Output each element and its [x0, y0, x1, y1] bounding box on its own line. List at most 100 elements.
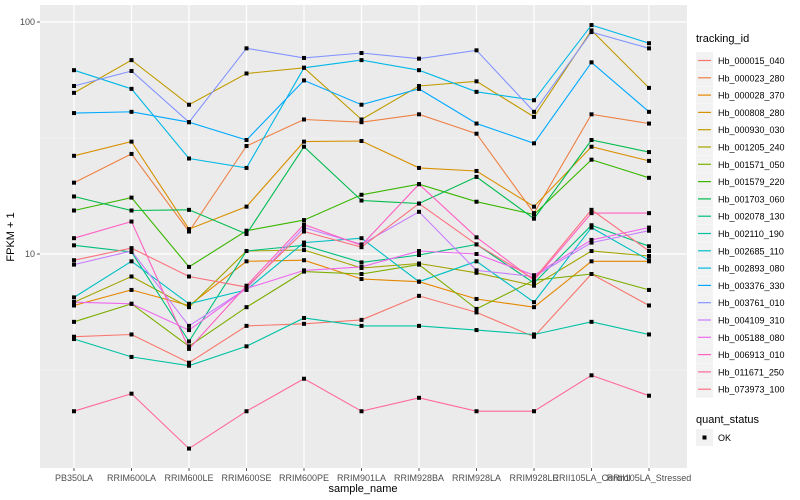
data-point: [474, 270, 479, 275]
data-point: [187, 229, 191, 234]
data-point: [129, 139, 134, 144]
data-point: [647, 121, 651, 126]
data-point: [589, 211, 594, 216]
data-point: [647, 109, 651, 114]
legend-label: Hb_000015_040: [718, 56, 785, 66]
data-point: [417, 165, 421, 170]
x-tick-label: RRIM600LE: [164, 473, 213, 483]
data-point: [647, 228, 651, 233]
data-point: [302, 315, 306, 320]
data-point: [474, 409, 479, 414]
legend-label: Hb_000808_280: [718, 108, 785, 118]
data-point: [187, 323, 191, 328]
data-point: [474, 268, 479, 273]
data-point: [532, 305, 536, 310]
data-point: [187, 305, 191, 310]
data-point: [244, 323, 249, 328]
legend-label: Hb_011671_250: [718, 367, 784, 377]
data-point: [129, 301, 134, 306]
x-tick-label: RRIM928LE: [509, 473, 558, 483]
data-point: [129, 68, 134, 73]
x-tick-label: RRII105LA_Stressed: [607, 473, 692, 483]
data-point: [532, 114, 536, 119]
legend-label: Hb_001579_220: [718, 177, 785, 187]
legend-label: Hb_073973_100: [718, 385, 785, 395]
data-point: [589, 237, 594, 242]
data-point: [589, 225, 594, 230]
data-point: [302, 240, 306, 245]
data-point: [244, 305, 249, 310]
data-point: [647, 287, 651, 292]
data-point: [72, 258, 76, 263]
data-point: [302, 65, 306, 70]
data-point: [532, 300, 536, 305]
data-point: [359, 58, 364, 63]
data-point: [532, 277, 536, 282]
x-axis: PB350LA RRIM600LA RRIM600LE RRIM600SE RRIM60…: [55, 468, 691, 483]
x-tick-label: RRII105LA_Control: [552, 473, 630, 483]
x-tick-label: RRIM928BA: [394, 473, 444, 483]
data-point: [532, 141, 536, 146]
data-point: [532, 283, 536, 288]
data-point: [72, 68, 76, 73]
data-point: [647, 393, 651, 398]
data-point: [474, 242, 479, 247]
legend-label: Hb_005188_080: [718, 333, 785, 343]
data-point: [187, 363, 191, 368]
data-point: [359, 198, 364, 203]
data-point: [474, 89, 479, 94]
data-point: [589, 259, 594, 264]
data-point: [187, 227, 191, 232]
data-point: [302, 78, 306, 83]
data-point: [474, 259, 479, 264]
data-point: [647, 225, 651, 230]
data-point: [359, 409, 364, 414]
data-point: [129, 249, 134, 254]
data-point: [129, 195, 134, 200]
data-point: [647, 258, 651, 263]
data-point: [72, 236, 76, 241]
data-point: [244, 165, 249, 170]
data-point: [647, 211, 651, 216]
data-point: [589, 319, 594, 324]
data-point: [417, 68, 421, 73]
data-point: [417, 262, 421, 267]
data-point: [417, 112, 421, 117]
data-point: [244, 228, 249, 233]
data-point: [359, 102, 364, 107]
data-point: [417, 253, 421, 258]
data-point: [474, 310, 479, 315]
legend-label: Hb_004109_310: [718, 316, 785, 326]
data-point: [129, 287, 134, 292]
data-point: [589, 60, 594, 65]
legend-label: OK: [718, 433, 731, 443]
data-point: [647, 244, 651, 249]
data-point: [129, 354, 134, 359]
data-point: [187, 102, 191, 107]
y-tick-label: 100: [20, 17, 35, 27]
data-point: [187, 344, 191, 349]
data-point: [187, 346, 191, 351]
data-point: [647, 332, 651, 337]
data-point: [359, 323, 364, 328]
data-point: [72, 295, 76, 300]
data-point: [474, 168, 479, 173]
data-point: [647, 46, 651, 51]
data-point: [589, 271, 594, 276]
data-point: [474, 296, 479, 301]
data-point: [417, 56, 421, 61]
x-tick-label: RRIM928LA: [452, 473, 501, 483]
data-point: [647, 175, 651, 180]
legend-label: Hb_002893_080: [718, 264, 785, 274]
data-point: [359, 236, 364, 241]
data-point: [72, 83, 76, 88]
legend-label: Hb_001571_050: [718, 160, 785, 170]
data-point: [72, 319, 76, 324]
x-tick-label: RRIM600LA: [107, 473, 156, 483]
data-point: [187, 360, 191, 365]
legend-label: Hb_003761_010: [718, 298, 785, 308]
data-point: [589, 138, 594, 143]
x-tick-label: RRIM600SE: [221, 473, 271, 483]
data-point: [647, 85, 651, 90]
data-point: [474, 235, 479, 240]
